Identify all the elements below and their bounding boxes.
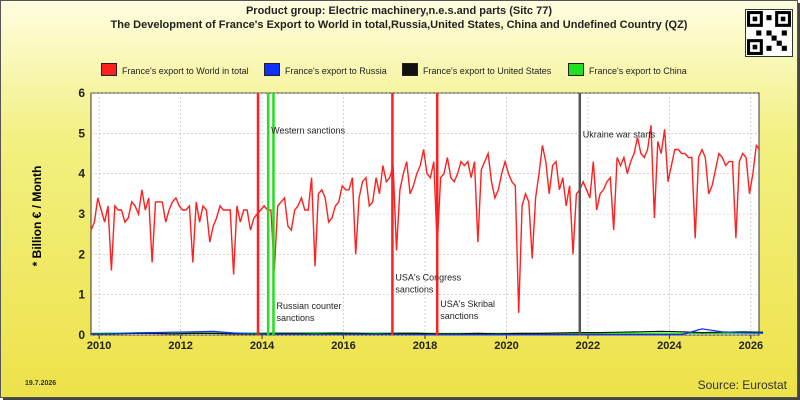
x-tick-label: 2016 [331, 340, 355, 352]
x-tick-label: 2020 [494, 340, 518, 352]
legend-swatch-russia [264, 63, 280, 76]
y-tick-label: 5 [78, 126, 85, 140]
x-tick-label: 2022 [576, 340, 600, 352]
event-label: USA's Congress [395, 273, 461, 283]
series-line-france-s-export-to-united-states [91, 330, 764, 335]
chart-title-line1: Product group: Electric machinery,n.e.s.… [245, 5, 553, 17]
y-tick-label: 1 [78, 288, 85, 302]
event-label: Western sanctions [271, 125, 345, 135]
y-tick-label: 4 [78, 167, 85, 181]
source-note: Source: Eurostat [697, 378, 787, 392]
y-tick-label: 2 [78, 247, 85, 261]
qr-code-icon [745, 9, 793, 57]
chart-title-line2: The Development of France's Export to Wo… [110, 19, 688, 31]
x-tick-label: 2018 [413, 340, 437, 352]
legend-swatch-united-states [402, 63, 418, 76]
event-label: Russian counter [276, 301, 341, 311]
y-tick-label: 6 [78, 86, 85, 100]
y-tick-label: 3 [78, 207, 85, 221]
legend-swatch-china [568, 63, 584, 76]
series-line-france-s-export-to-russia [90, 328, 764, 336]
legend-item-world: France's export to World in total [101, 63, 249, 76]
y-axis-label: * Billion € / Month [30, 165, 44, 267]
legend-item-china: France's export to China [568, 63, 687, 76]
event-label: sanctions [440, 311, 479, 321]
event-label: Ukraine war starts [583, 129, 656, 139]
x-tick-label: 2014 [250, 340, 275, 352]
legend-item-united-states: France's export to United States [402, 63, 551, 76]
legend-label-united-states: France's export to United States [423, 66, 552, 76]
event-label: sanctions [276, 313, 315, 323]
x-tick-label: 2012 [168, 340, 192, 352]
x-tick-label: 2010 [87, 340, 111, 352]
legend-label-russia: France's export to Russia [285, 66, 387, 76]
y-tick-label: 0 [78, 328, 85, 342]
legend-item-russia: France's export to Russia [264, 63, 387, 76]
legend-swatch-world [101, 63, 117, 76]
legend-label-china: France's export to China [589, 66, 687, 76]
series-line-france-s-export-to-world-in-total [90, 125, 761, 313]
x-tick-label: 2024 [657, 340, 682, 352]
x-tick-label: 2026 [739, 340, 763, 352]
event-label: USA's Skribal [440, 299, 495, 309]
legend-label-world: France's export to World in total [122, 66, 249, 76]
event-label: sanctions [395, 285, 434, 295]
date-stamp: 19.7.2026 [25, 380, 57, 387]
